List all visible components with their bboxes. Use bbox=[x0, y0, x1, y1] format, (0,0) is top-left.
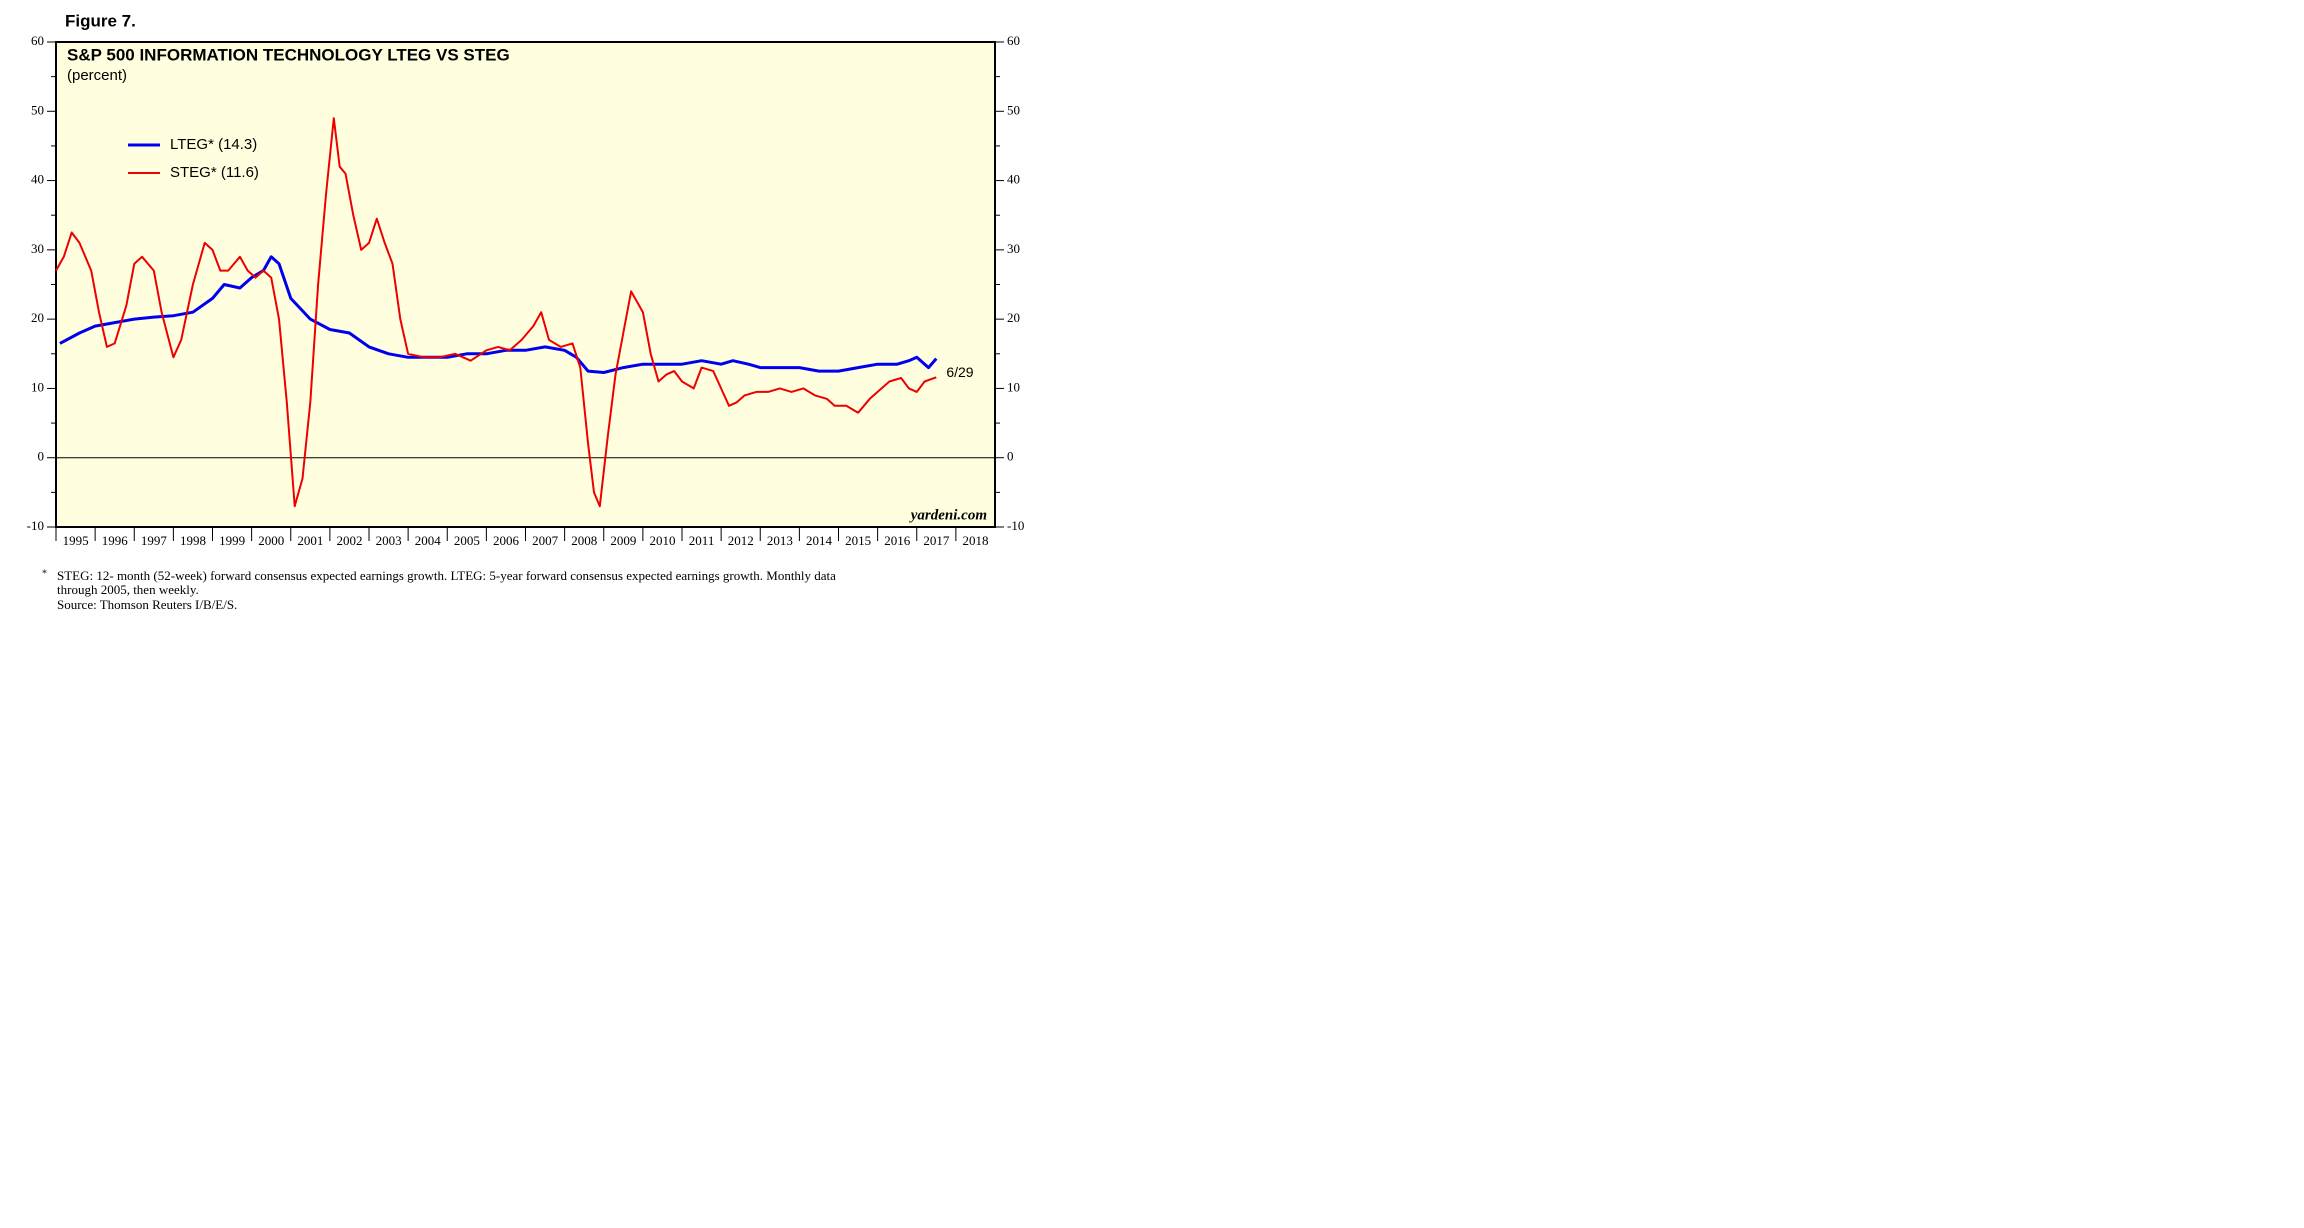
x-tick-label: 2013 bbox=[767, 533, 793, 548]
y2-tick-label: 50 bbox=[1007, 102, 1020, 117]
annotation: 6/29 bbox=[946, 364, 973, 380]
x-tick-label: 2011 bbox=[689, 533, 715, 548]
y-tick-label: 20 bbox=[31, 310, 44, 325]
y2-tick-label: -10 bbox=[1007, 518, 1024, 533]
series-line bbox=[55, 117, 937, 508]
legend-label: LTEG* (14.3) bbox=[170, 136, 257, 153]
x-tick-label: 2014 bbox=[806, 533, 833, 548]
x-tick-label: 2003 bbox=[376, 533, 402, 548]
x-tick-label: 2002 bbox=[336, 533, 362, 548]
x-tick-label: 2005 bbox=[454, 533, 480, 548]
footnote-line: through 2005, then weekly. bbox=[57, 582, 199, 597]
footnote-marker: * bbox=[42, 568, 47, 579]
x-tick-label: 1996 bbox=[102, 533, 129, 548]
y-tick-label: 30 bbox=[31, 241, 44, 256]
y2-tick-label: 0 bbox=[1007, 449, 1014, 464]
y-tick-label: -10 bbox=[27, 518, 44, 533]
series-line bbox=[59, 255, 938, 374]
x-tick-label: 2015 bbox=[845, 533, 871, 548]
y-tick-label: 50 bbox=[31, 102, 44, 117]
y2-tick-label: 20 bbox=[1007, 310, 1020, 325]
y-tick-label: 40 bbox=[31, 172, 44, 187]
footnote-line: STEG: 12- month (52-week) forward consen… bbox=[57, 568, 836, 583]
x-tick-label: 2010 bbox=[649, 533, 675, 548]
source-mark: yardeni.com bbox=[909, 507, 987, 523]
x-tick-label: 2016 bbox=[884, 533, 911, 548]
x-tick-label: 2018 bbox=[962, 533, 988, 548]
x-tick-label: 2012 bbox=[728, 533, 754, 548]
y2-tick-label: 60 bbox=[1007, 33, 1020, 48]
y2-tick-label: 40 bbox=[1007, 172, 1020, 187]
x-tick-label: 2017 bbox=[923, 533, 950, 548]
y-tick-label: 0 bbox=[38, 449, 45, 464]
x-tick-label: 2009 bbox=[610, 533, 636, 548]
x-tick-label: 2007 bbox=[532, 533, 559, 548]
chart-title: S&P 500 INFORMATION TECHNOLOGY LTEG VS S… bbox=[67, 45, 510, 64]
x-tick-label: 1997 bbox=[141, 533, 168, 548]
x-tick-label: 2006 bbox=[493, 533, 520, 548]
footnote-line: Source: Thomson Reuters I/B/E/S. bbox=[57, 597, 237, 612]
plot-area bbox=[55, 41, 996, 528]
x-tick-label: 2000 bbox=[258, 533, 284, 548]
chart-subtitle: (percent) bbox=[67, 67, 127, 84]
y2-tick-label: 10 bbox=[1007, 379, 1020, 394]
y-tick-label: 10 bbox=[31, 379, 44, 394]
x-tick-label: 1999 bbox=[219, 533, 245, 548]
y2-tick-label: 30 bbox=[1007, 241, 1020, 256]
figure-label: Figure 7. bbox=[65, 11, 136, 30]
x-tick-label: 1998 bbox=[180, 533, 206, 548]
x-tick-label: 2008 bbox=[571, 533, 597, 548]
legend-label: STEG* (11.6) bbox=[170, 164, 259, 181]
x-tick-label: 2004 bbox=[415, 533, 442, 548]
x-tick-label: 2001 bbox=[297, 533, 323, 548]
y-tick-label: 60 bbox=[31, 33, 44, 48]
x-tick-label: 1995 bbox=[63, 533, 89, 548]
